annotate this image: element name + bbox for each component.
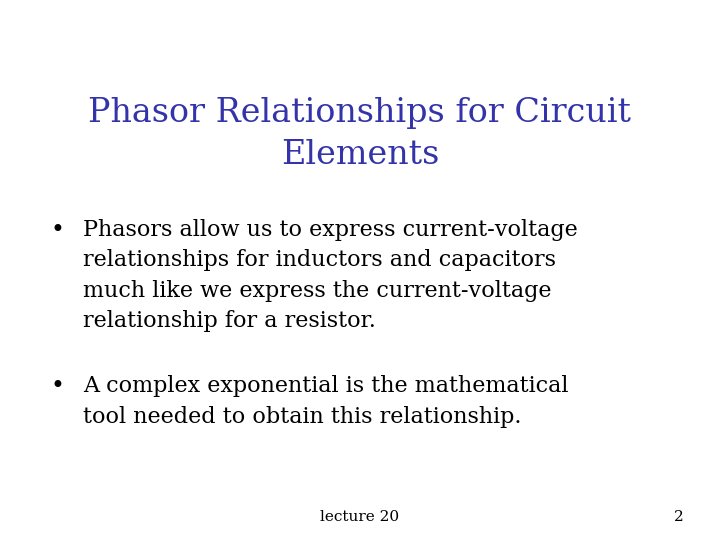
Text: Phasors allow us to express current-voltage
relationships for inductors and capa: Phasors allow us to express current-volt… — [83, 219, 577, 332]
Text: 2: 2 — [674, 510, 684, 524]
Text: lecture 20: lecture 20 — [320, 510, 400, 524]
Text: •: • — [50, 375, 64, 399]
Text: Phasor Relationships for Circuit
Elements: Phasor Relationships for Circuit Element… — [89, 97, 631, 171]
Text: A complex exponential is the mathematical
tool needed to obtain this relationshi: A complex exponential is the mathematica… — [83, 375, 568, 428]
Text: •: • — [50, 219, 64, 242]
